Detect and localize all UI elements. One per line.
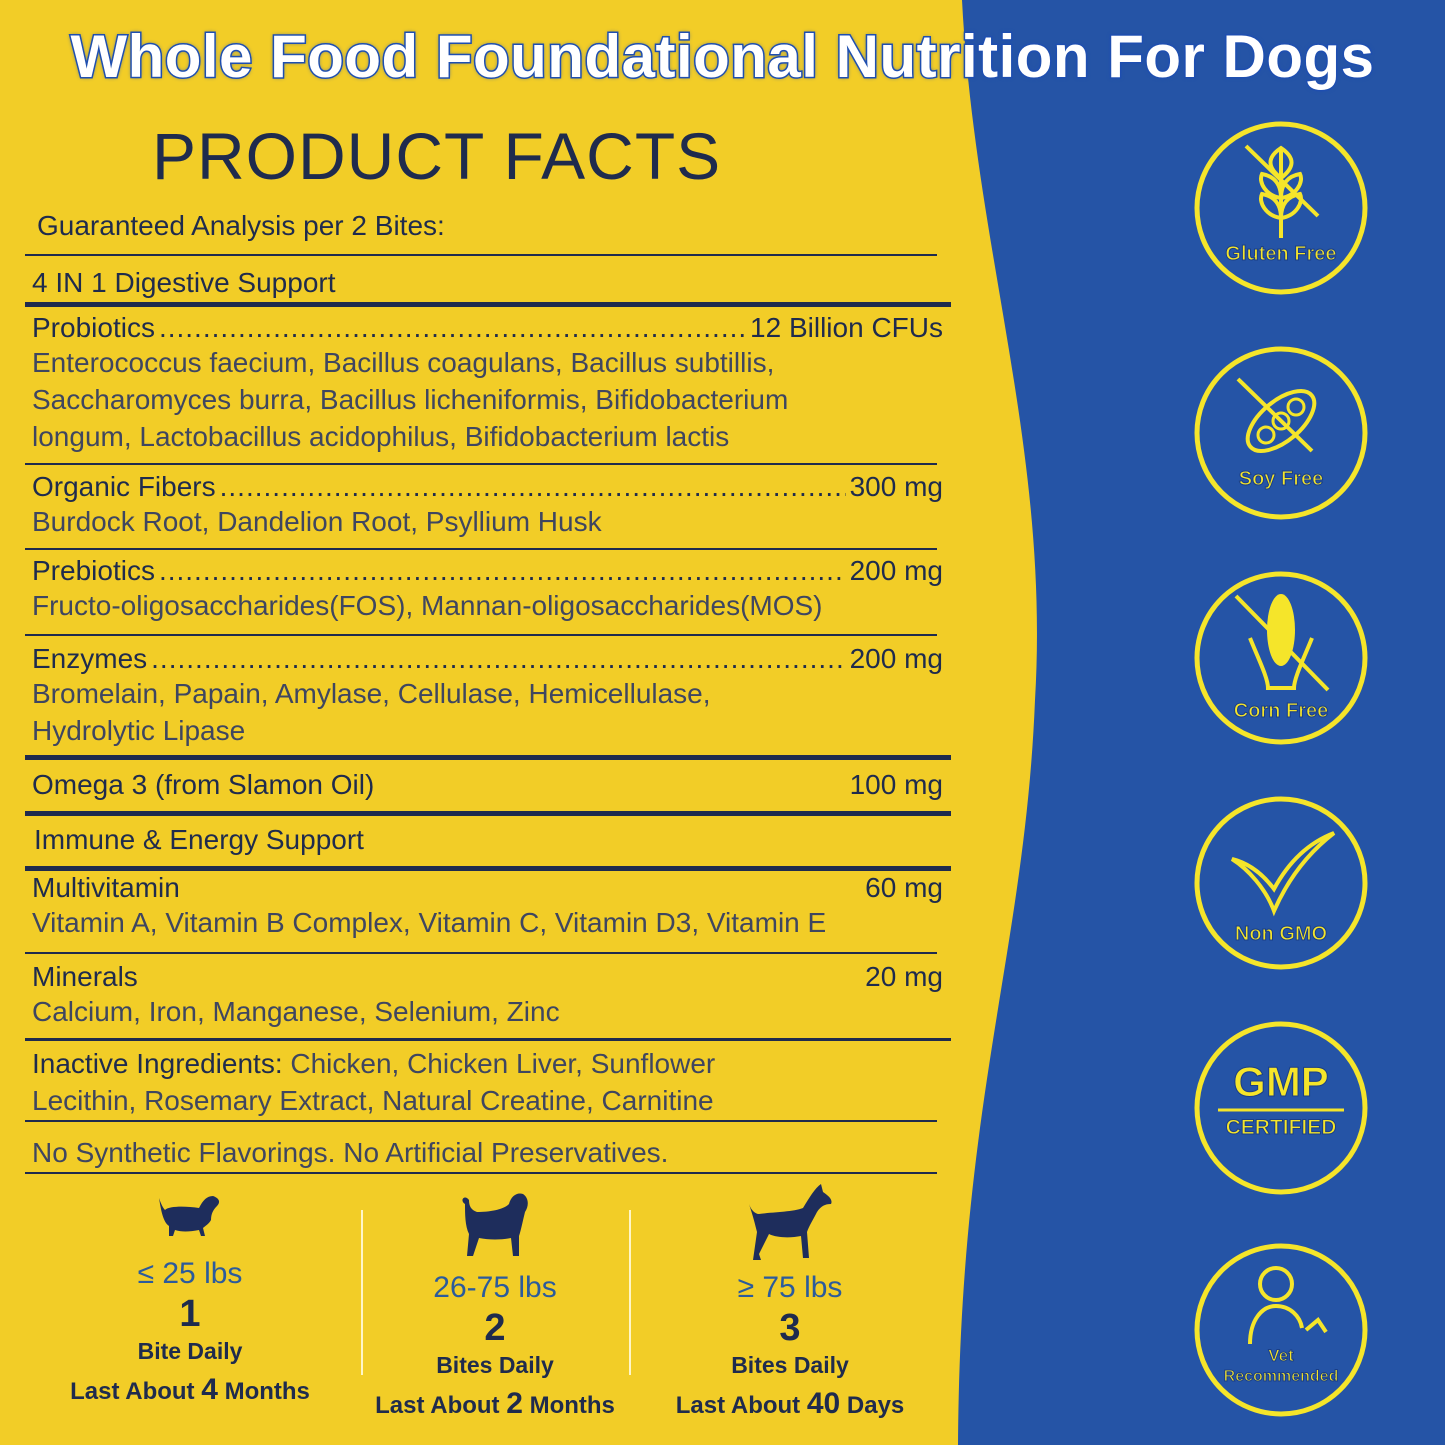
medium-dog-icon <box>462 1193 528 1256</box>
dosage-small: ≤ 25 lbs 1 Bite Daily Last About 4 Month… <box>40 1190 340 1407</box>
section-heading: 4 IN 1 Digestive Support <box>32 267 943 299</box>
nutrient-amount: 12 Billion CFUs <box>750 312 943 343</box>
bite-unit: Bites Daily <box>436 1352 554 1378</box>
section-heading: Immune & Energy Support <box>34 824 945 856</box>
nutrient-amount: 300 mg <box>849 471 943 502</box>
facts-row-enzymes: Enzymes.................................… <box>32 643 943 749</box>
nutrient-name: Minerals <box>32 961 138 992</box>
bite-unit: Bites Daily <box>731 1352 849 1378</box>
corn-icon <box>1194 571 1368 745</box>
nutrient-amount: 200 mg <box>849 555 943 586</box>
divider <box>25 866 951 871</box>
duration: Last About 40 Days <box>675 1387 905 1420</box>
banner-title: Whole Food Foundational Nutrition For Do… <box>69 22 1376 92</box>
weight-range: 26-75 lbs <box>433 1271 557 1304</box>
nutrient-name: Enzymes <box>32 643 148 674</box>
badge-soy-free: Soy Free <box>1188 343 1374 523</box>
nutrient-detail: Fructo-oligosaccharides(FOS), Mannan-oli… <box>32 590 823 621</box>
badge-vet-recommended: Vet Recommended <box>1188 1240 1374 1420</box>
check-leaf-icon <box>1194 796 1368 970</box>
bite-count: 3 <box>779 1307 801 1349</box>
bite-count: 1 <box>179 1293 201 1335</box>
facts-row-prebiotics: Prebiotics..............................… <box>32 555 943 624</box>
badge-gmp-certified: GMP CERTIFIED <box>1188 1018 1374 1198</box>
nutrient-name: Organic Fibers <box>32 471 216 502</box>
no-synthetic-note: No Synthetic Flavorings. No Artificial P… <box>32 1137 669 1168</box>
product-facts-heading: PRODUCT FACTS <box>152 119 722 193</box>
nutrient-detail: Bromelain, Papain, Amylase, Cellulase, H… <box>32 678 711 709</box>
bite-count: 2 <box>484 1307 506 1349</box>
badge-label: Corn Free <box>1233 700 1329 723</box>
gmp-icon <box>1194 1021 1368 1195</box>
digestive-heading: 4 IN 1 Digestive Support <box>32 267 336 298</box>
nutrient-detail: Calcium, Iron, Manganese, Selenium, Zinc <box>32 996 560 1027</box>
divider <box>25 254 937 256</box>
badge-label: Gluten Free <box>1225 243 1337 266</box>
badge-non-gmo: Non GMO <box>1188 793 1374 973</box>
badge-sublabel: Recommended <box>1223 1368 1339 1386</box>
divider <box>25 755 951 760</box>
bite-unit: Bite Daily <box>137 1338 243 1364</box>
nutrient-detail: Burdock Root, Dandelion Root, Psyllium H… <box>32 506 602 537</box>
large-dog-icon <box>749 1184 832 1260</box>
divider <box>25 811 951 816</box>
nutrient-detail: Hydrolytic Lipase <box>32 715 246 746</box>
nutrient-name: Omega 3 (from Slamon Oil) <box>32 769 375 800</box>
divider <box>25 1120 937 1122</box>
nutrient-detail: longum, Lactobacillus acidophilus, Bifid… <box>32 421 730 452</box>
nutrient-name: Prebiotics <box>32 555 155 586</box>
divider <box>25 634 937 636</box>
nutrient-amount: 60 mg <box>865 872 943 903</box>
badge-corn-free: Corn Free <box>1188 568 1374 748</box>
facts-row-probiotics: Probiotics..............................… <box>32 312 943 455</box>
badge-label: Vet <box>1268 1346 1295 1366</box>
facts-row-inactive: Inactive Ingredients: Chicken, Chicken L… <box>32 1045 943 1119</box>
facts-row-multivitamin: Multivitamin 60 mg Vitamin A, Vitamin B C… <box>32 872 943 941</box>
divider <box>25 1172 937 1174</box>
nutrient-amount: 200 mg <box>849 643 943 674</box>
divider <box>25 463 937 465</box>
weight-range: ≥ 75 lbs <box>737 1271 843 1304</box>
divider <box>629 1210 631 1375</box>
divider <box>25 302 951 307</box>
weight-range: ≤ 25 lbs <box>137 1257 243 1290</box>
inactive-detail: Lecithin, Rosemary Extract, Natural Crea… <box>32 1085 714 1116</box>
soybean-icon <box>1194 346 1368 520</box>
nutrient-name: Multivitamin <box>32 872 180 903</box>
duration: Last About 2 Months <box>375 1387 615 1420</box>
dosage-medium: 26-75 lbs 2 Bites Daily Last About 2 Mon… <box>345 1190 645 1421</box>
divider <box>25 1038 951 1041</box>
small-dog-icon <box>159 1196 220 1236</box>
badge-label: GMP <box>1233 1058 1330 1106</box>
dosage-large: ≥ 75 lbs 3 Bites Daily Last About 40 Day… <box>640 1182 940 1421</box>
duration: Last About 4 Months <box>70 1373 310 1406</box>
facts-row-omega: Omega 3 (from Slamon Oil) 100 mg <box>32 769 943 801</box>
nutrient-detail: Vitamin A, Vitamin B Complex, Vitamin C,… <box>32 907 827 938</box>
divider <box>25 548 937 550</box>
nutrient-detail: Saccharomyces burra, Bacillus lichenifor… <box>32 384 789 415</box>
badge-gluten-free: Gluten Free <box>1188 118 1374 298</box>
vet-icon <box>1194 1243 1368 1417</box>
nutrient-name: Probiotics <box>32 312 155 343</box>
divider <box>361 1210 363 1375</box>
divider <box>25 952 937 954</box>
nutrient-detail: Enterococcus faecium, Bacillus coagulans… <box>32 347 775 378</box>
facts-row-minerals: Minerals 20 mg Calcium, Iron, Manganese, … <box>32 961 943 1030</box>
badge-label: Non GMO <box>1234 923 1328 946</box>
facts-row-fibers: Organic Fibers..........................… <box>32 471 943 540</box>
immune-heading: Immune & Energy Support <box>34 824 364 855</box>
badge-sublabel: CERTIFIED <box>1225 1116 1337 1140</box>
inactive-detail: Chicken, Chicken Liver, Sunflower <box>282 1048 716 1079</box>
wheat-icon <box>1194 121 1368 295</box>
nutrient-amount: 20 mg <box>865 961 943 992</box>
nutrient-amount: 100 mg <box>849 769 943 800</box>
inactive-label: Inactive Ingredients: <box>32 1048 283 1079</box>
serving-info: Guaranteed Analysis per 2 Bites: <box>37 210 445 241</box>
badge-label: Soy Free <box>1238 468 1324 491</box>
